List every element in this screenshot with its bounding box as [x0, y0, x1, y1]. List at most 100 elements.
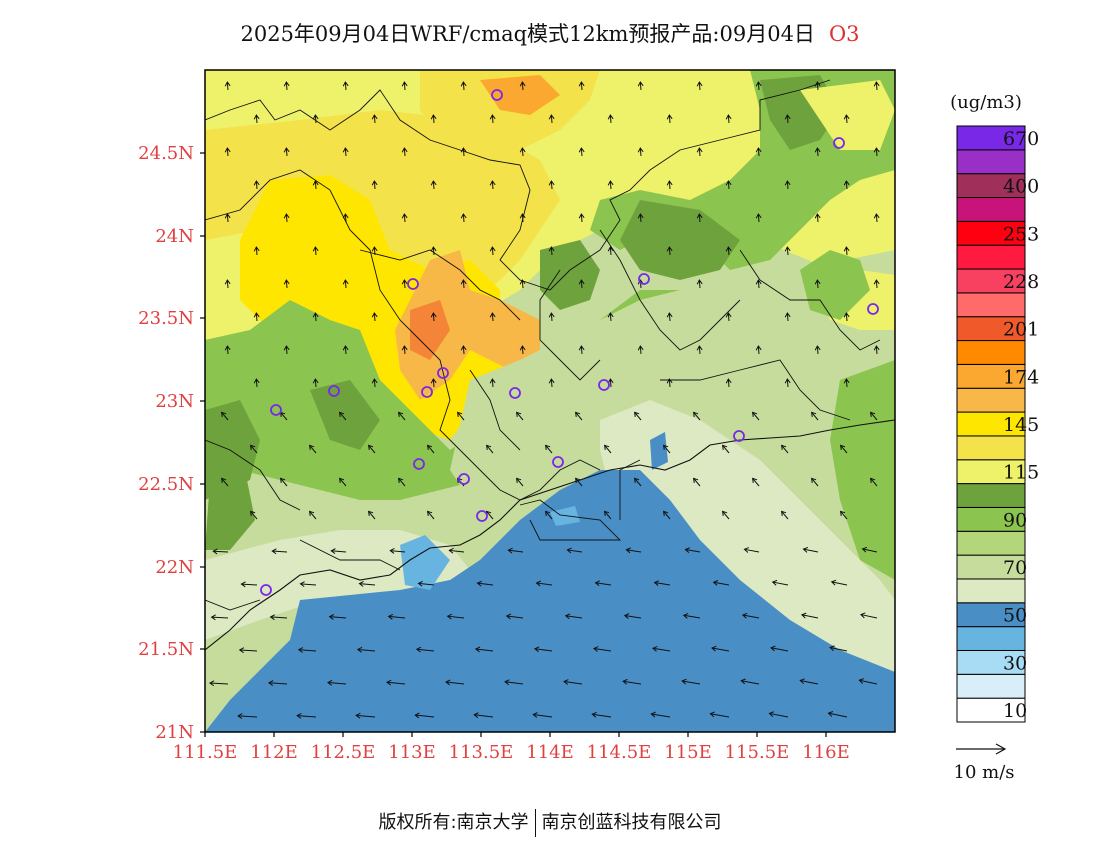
colorbar-label: 90 — [1003, 509, 1027, 531]
wind-arrow — [515, 477, 524, 487]
wind-arrow — [460, 81, 467, 91]
lat-label: 22N — [155, 557, 194, 578]
wind-arrow — [371, 378, 378, 388]
wind-arrow — [829, 645, 848, 652]
wind-arrow — [814, 345, 821, 355]
colorbar-label: 400 — [1003, 176, 1039, 198]
wind-arrow — [519, 345, 526, 355]
wind-arrow — [814, 81, 821, 91]
copyright-right: 南京创蓝科技有限公司 — [541, 812, 722, 833]
wind-arrow — [312, 312, 319, 322]
wind-arrow — [489, 378, 496, 388]
wind-arrow — [633, 411, 642, 421]
wind-arrow — [519, 213, 526, 223]
wind-arrow — [755, 147, 762, 157]
wind-arrow — [414, 712, 435, 719]
wind-arrow — [355, 712, 376, 719]
wind-arrow — [692, 411, 701, 421]
wind-scale-label: 10 m/s — [954, 762, 1015, 783]
wind-arrow — [682, 612, 701, 619]
wind-arrow — [637, 279, 644, 289]
lon-label: 116E — [802, 742, 850, 763]
wind-arrow — [338, 477, 347, 487]
wind-arrow — [371, 180, 378, 190]
wind-arrow — [504, 679, 524, 686]
wind-arrow — [544, 510, 553, 520]
wind-arrow — [308, 444, 317, 454]
wind-arrow — [489, 312, 496, 322]
wind-arrow — [430, 246, 437, 256]
colorbar-swatch — [956, 197, 1026, 222]
wind-arrow — [448, 547, 465, 554]
wind-arrow — [279, 477, 288, 487]
wind-arrow — [367, 444, 376, 454]
colorbar-swatch — [956, 292, 1026, 318]
colorbar-swatch — [956, 626, 1026, 651]
wind-arrow — [267, 680, 288, 686]
wind-arrow — [224, 81, 231, 91]
wind-arrow — [358, 581, 376, 587]
wind-arrow — [800, 612, 819, 619]
wind-arrow — [548, 378, 555, 388]
wind-arrow — [297, 647, 317, 653]
wind-arrow — [755, 279, 762, 289]
station-markers — [260, 89, 879, 596]
wind-arrow — [578, 279, 585, 289]
wind-arrow — [401, 279, 408, 289]
wind-arrow — [725, 312, 732, 322]
wind-arrow — [564, 613, 583, 620]
wind-arrow — [652, 645, 671, 652]
wind-arrow — [489, 114, 496, 124]
wind-arrow — [548, 312, 555, 322]
colorbar-label: 115 — [1003, 462, 1039, 484]
wind-arrow — [249, 444, 258, 454]
wind-arrow — [473, 712, 494, 719]
wind-arrow — [224, 213, 231, 223]
colorbar-label: 30 — [1003, 652, 1027, 674]
wind-arrow — [696, 213, 703, 223]
wind-arrow — [751, 477, 760, 487]
wind-arrow — [784, 246, 791, 256]
wind-arrow — [253, 378, 260, 388]
wind-arrow — [238, 647, 258, 654]
wind-arrow — [371, 246, 378, 256]
wind-arrow — [712, 580, 730, 586]
wind-arrow — [401, 345, 408, 355]
wind-arrow — [578, 345, 585, 355]
lon-label: 112.5E — [311, 742, 376, 763]
wind-arrow — [843, 246, 850, 256]
wind-arrow — [249, 510, 258, 520]
wind-arrow — [709, 711, 730, 718]
wind-arrow — [371, 114, 378, 124]
wind-arrow — [696, 147, 703, 157]
wind-arrow — [489, 180, 496, 190]
wind-arrow — [843, 114, 850, 124]
wind-arrow — [220, 411, 229, 421]
colorbar-swatch — [956, 435, 1026, 461]
wind-arrow — [799, 678, 819, 685]
wind-arrow — [283, 345, 290, 355]
wind-arrow — [253, 180, 260, 190]
wind-arrow — [607, 312, 614, 322]
longitude-labels: 111.5E 112E 112.5E 113E 113.5E 114E 114.… — [173, 742, 850, 763]
wind-arrow — [861, 546, 878, 553]
wind-arrow — [859, 612, 878, 619]
wind-arrow — [843, 180, 850, 190]
wind-arrow — [637, 147, 644, 157]
colorbar-label: 174 — [1003, 366, 1039, 388]
wind-arrow — [271, 548, 288, 555]
wind-scale: 10 m/s — [954, 743, 1015, 783]
wind-arrow — [873, 279, 880, 289]
wind-arrow — [578, 81, 585, 91]
wind-arrow — [653, 580, 671, 586]
wind-arrow — [810, 411, 819, 421]
wind-arrow — [519, 81, 526, 91]
colorbar — [956, 125, 1026, 723]
wind-arrow — [839, 444, 848, 454]
wind-arrow — [743, 547, 760, 553]
wind-arrow — [623, 613, 642, 619]
wind-arrow — [696, 81, 703, 91]
wind-arrow — [633, 477, 642, 487]
wind-arrow — [843, 312, 850, 322]
wind-arrow — [283, 81, 290, 91]
